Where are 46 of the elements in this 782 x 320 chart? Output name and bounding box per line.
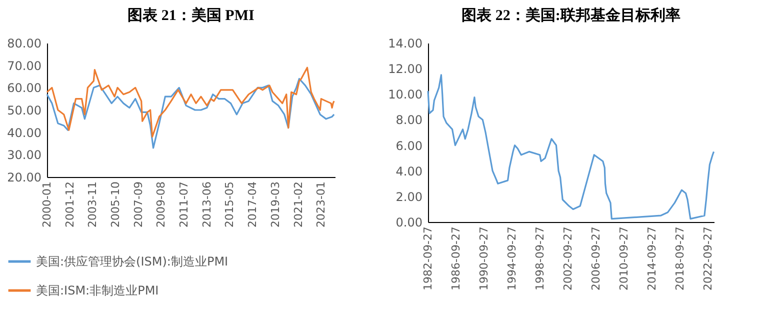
y-tick-label: 50.00 [7,104,42,118]
y-tick-label: 8.00 [396,113,422,128]
y-tick-label: 0.00 [396,216,422,230]
y-tick-label: 4.00 [396,164,422,178]
line-series [427,74,715,220]
x-tick-label: 2021-02 [292,182,305,228]
x-tick-label: 2018-09-27 [674,226,687,290]
y-tick-label: 40.00 [7,126,42,140]
x-tick-label: 2023-01 [314,182,328,228]
x-tick-label: 2022-09-27 [702,226,715,290]
line-series [46,78,335,149]
x-tick-label: 2007-09 [132,182,145,228]
x-tick-label: 2001-12 [63,182,76,228]
x-tick-label: 2011-07 [178,182,191,228]
x-tick-label: 2015-05 [223,182,236,228]
x-tick-label: 2006-09-27 [590,226,603,290]
x-tick-label: 2010-09-27 [618,226,631,290]
legend-label: 美国:ISM:非制造业PMI [36,284,159,298]
x-tick-label: 1994-09-27 [506,226,519,290]
x-tick-label: 2003-11 [86,182,100,228]
y-tick-label: 12.00 [388,62,422,76]
x-tick-label: 2000-01 [40,182,54,228]
x-tick-label: 2014-09-27 [646,226,659,290]
y-tick-label: 2.00 [396,190,422,204]
x-tick-label: 2002-09-27 [562,226,575,290]
y-tick-label: 20.00 [7,170,42,184]
y-tick-label: 14.00 [388,36,422,50]
x-tick-label: 1982-09-27 [422,226,434,290]
legend-label: 美国:供应管理协会(ISM):制造业PMI [36,254,228,268]
x-tick-label: 1990-09-27 [478,226,491,290]
y-tick-label: 30.00 [7,148,42,162]
chart-title: 图表 21：美国 PMI [128,6,254,24]
line-series [46,66,335,138]
y-tick-label: 60.00 [7,81,42,96]
x-tick-label: 2019-03 [268,182,282,228]
chart-title: 图表 22：美国:联邦基金目标利率 [462,6,680,24]
y-tick-label: 10.00 [388,88,422,102]
x-tick-label: 2017-04 [246,182,260,228]
x-tick-label: 2013-06 [200,182,214,228]
x-tick-label: 2005-10 [109,182,122,228]
x-tick-label: 2009-08 [154,182,168,228]
y-tick-label: 80.00 [7,36,42,50]
y-tick-label: 70.00 [7,58,42,73]
x-tick-label: 1986-09-27 [450,226,463,290]
y-tick-label: 6.00 [396,138,422,153]
x-tick-label: 1998-09-27 [534,226,547,290]
